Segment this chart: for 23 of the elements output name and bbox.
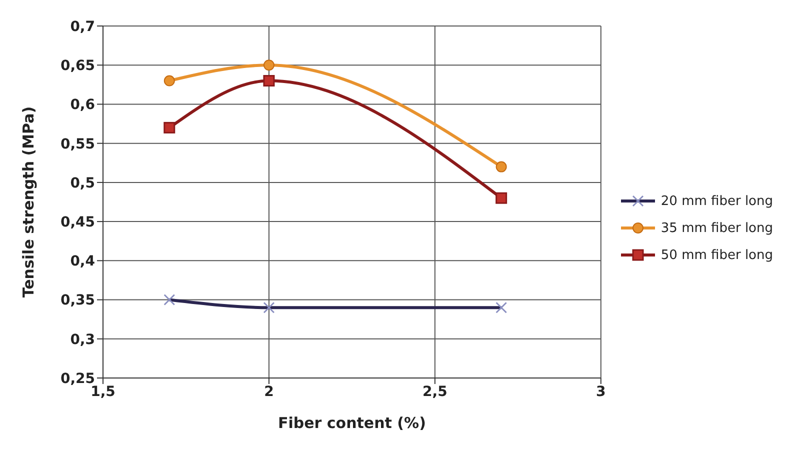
y-tick-label: 0,3: [70, 332, 95, 348]
y-tick-label: 0,6: [70, 97, 95, 114]
y-tick-label: 0,45: [60, 214, 95, 231]
point: [263, 75, 275, 87]
y-tick-label: 0,35: [60, 292, 95, 309]
y-tick-label: 0,7: [70, 18, 95, 35]
legend-label: 35 mm fiber long: [660, 220, 773, 236]
legend-label: 20 mm fiber long: [660, 194, 773, 208]
x-tick-label: 2,5: [422, 384, 448, 400]
y-tick-label: 0,65: [60, 58, 95, 74]
legend-label: 50 mm fiber long: [660, 248, 773, 262]
point: [263, 60, 274, 71]
y-axis-title: Tensile strength (MPa): [19, 106, 38, 298]
x-axis-title: Fiber content (%): [278, 414, 426, 432]
point: [496, 192, 508, 204]
x-tick-label: 2: [264, 384, 274, 400]
y-tick-label: 0,4: [70, 254, 96, 270]
y-tick-label: 0,55: [60, 136, 95, 152]
point: [164, 122, 176, 134]
y-tick-label: 0,5: [70, 175, 95, 192]
point: [164, 75, 175, 86]
point: [496, 161, 507, 172]
x-tick-label: 3: [596, 384, 606, 400]
